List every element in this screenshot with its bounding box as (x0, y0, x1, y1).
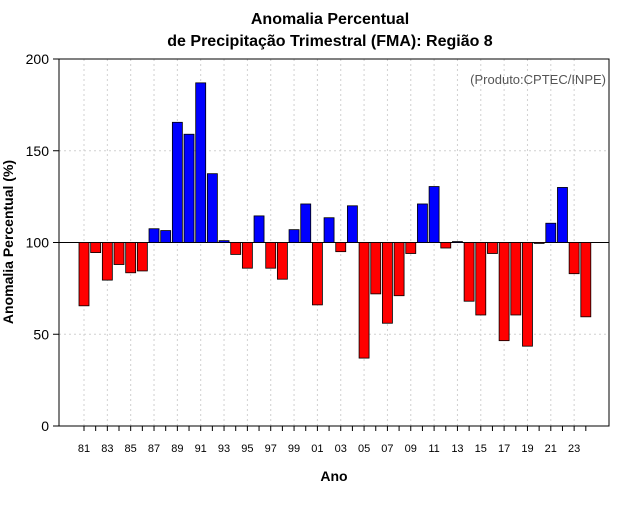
x-tick-label: 07 (381, 443, 393, 455)
x-tick-label: 09 (405, 443, 417, 455)
bar-95 (241, 242, 253, 269)
bar-96 (253, 215, 265, 243)
bar-92 (206, 173, 218, 243)
bar-23 (568, 242, 580, 275)
x-tick-label: 83 (101, 443, 113, 455)
bar-07 (382, 242, 393, 324)
bar-06 (370, 242, 382, 295)
bar-10 (417, 203, 428, 243)
bar-24 (580, 242, 592, 318)
bar-94 (230, 242, 242, 255)
bar-87 (148, 228, 160, 243)
x-tick-label: 13 (451, 443, 463, 455)
credit-text: (Produto:CPTEC/INPE) (470, 72, 606, 87)
bar-08 (393, 242, 405, 297)
bar-15 (475, 242, 487, 316)
x-tick-label: 21 (545, 443, 557, 455)
y-tick-label: 0 (41, 418, 49, 434)
x-tick-label: 03 (335, 443, 347, 455)
y-axis-label: Anomalia Percentual (%) (0, 160, 16, 324)
bar-83 (101, 242, 113, 281)
bar-99 (288, 229, 300, 243)
bar-19 (522, 242, 533, 347)
bar-89 (171, 121, 183, 243)
x-axis-label: Ano (320, 468, 347, 484)
x-tick-label: 97 (265, 443, 277, 455)
bar-93 (218, 240, 230, 243)
x-tick-label: 19 (521, 443, 533, 455)
bar-14 (463, 242, 475, 302)
x-tick-label: 17 (498, 443, 510, 455)
bar-02 (323, 217, 335, 243)
bar-11 (428, 186, 440, 243)
bar-20 (533, 242, 545, 244)
chart-title-line1: Anomalia Percentual (251, 11, 409, 28)
x-tick-label: 81 (78, 443, 90, 455)
x-tick-label: 99 (288, 443, 300, 455)
x-tick-label: 05 (358, 443, 370, 455)
bar-16 (487, 242, 498, 254)
bar-09 (405, 242, 417, 254)
x-tick-label: 23 (568, 443, 580, 455)
bar-98 (276, 242, 288, 280)
bars (78, 82, 592, 359)
x-tick-label: 93 (218, 443, 230, 455)
bar-17 (498, 242, 510, 342)
x-tick-label: 01 (311, 443, 323, 455)
y-axis: 0 50 100 150 200 (26, 51, 59, 434)
bar-18 (510, 242, 522, 316)
bar-82 (90, 242, 102, 253)
y-tick-label: 100 (26, 235, 50, 251)
bar-90 (183, 133, 195, 243)
bar-81 (78, 242, 90, 307)
y-tick-label: 50 (33, 326, 49, 342)
chart-title-line2: de Precipitação Trimestral (FMA): Região… (167, 33, 493, 50)
bar-86 (136, 242, 148, 272)
x-tick-label: 85 (125, 443, 137, 455)
x-tick-label: 91 (195, 443, 207, 455)
y-tick-label: 150 (26, 143, 50, 159)
bar-97 (265, 242, 277, 269)
x-tick-label: 87 (148, 443, 160, 455)
x-tick-label: 89 (171, 443, 183, 455)
bar-88 (160, 230, 172, 243)
bar-13 (452, 241, 463, 243)
bar-00 (300, 203, 312, 243)
x-axis: 81 83 85 87 89 91 93 95 97 99 01 03 05 07 09 11 13 15 17 19… (78, 426, 587, 455)
x-tick-label: 15 (475, 443, 487, 455)
bar-85 (125, 242, 137, 274)
x-tick-label: 11 (428, 443, 439, 455)
bar-12 (440, 242, 452, 249)
bar-21 (545, 222, 557, 243)
bar-01 (311, 242, 323, 306)
bar-03 (335, 242, 347, 253)
bar-84 (113, 242, 125, 265)
bar-05 (358, 242, 370, 359)
bar-91 (195, 82, 207, 243)
bar-04 (347, 205, 358, 243)
bar-22 (557, 187, 568, 243)
y-tick-label: 200 (26, 51, 50, 67)
x-tick-label: 95 (241, 443, 253, 455)
